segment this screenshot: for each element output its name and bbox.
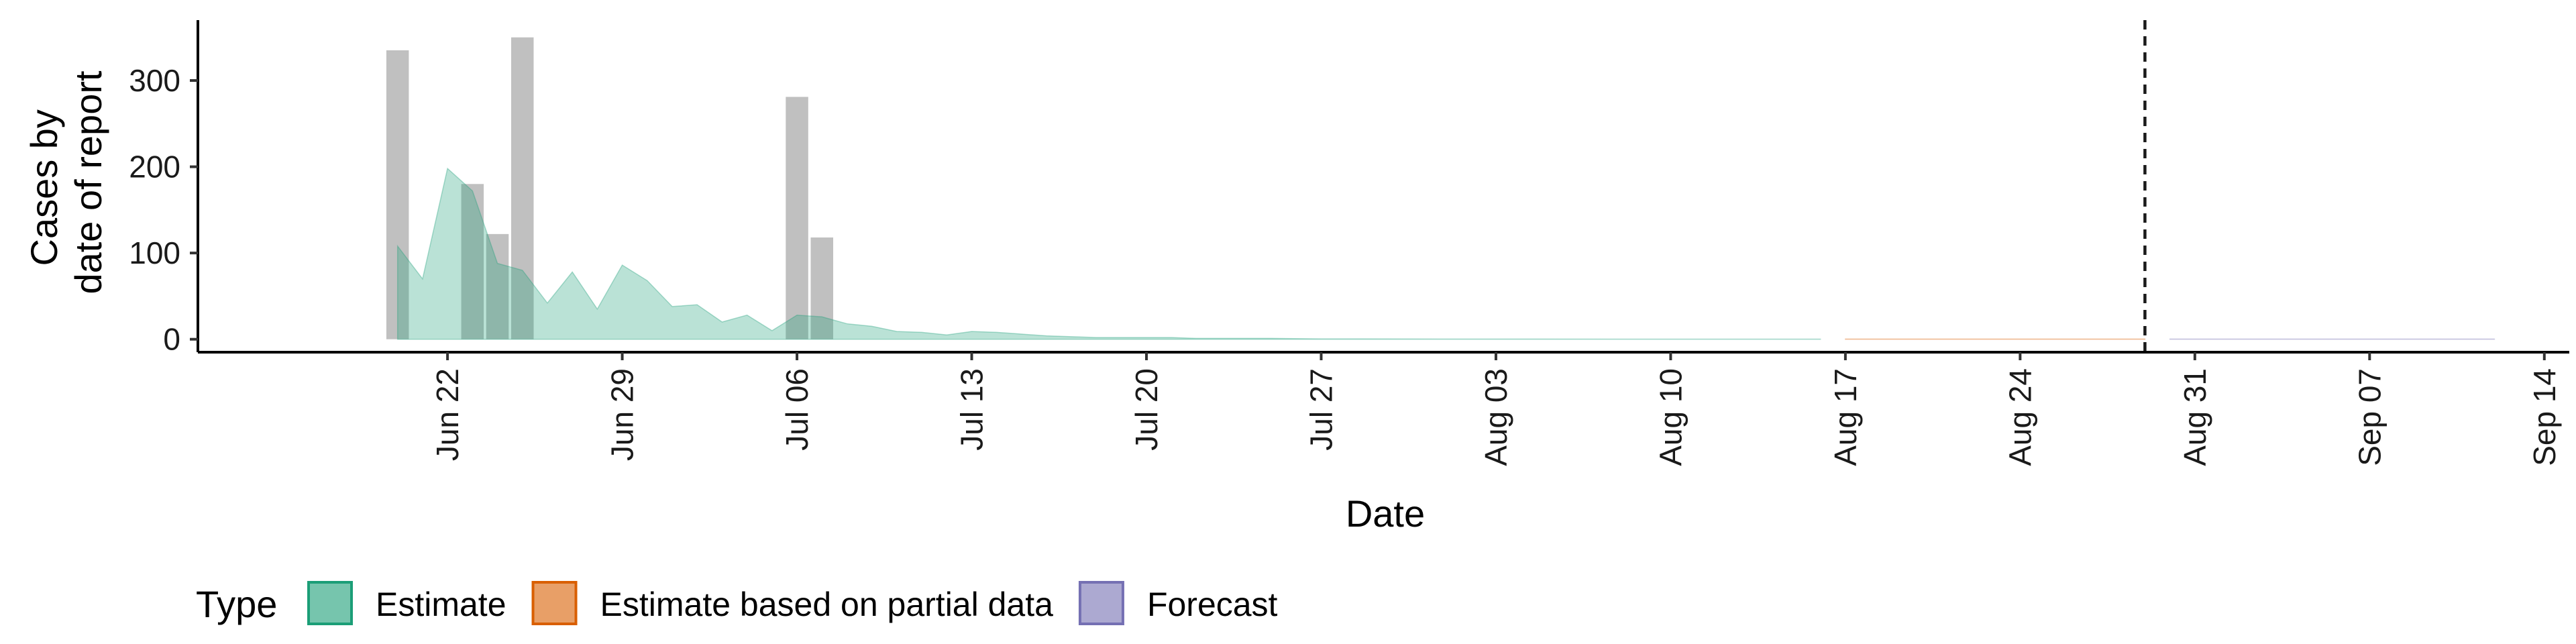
- reported-cases-bar: [486, 233, 509, 339]
- estimate-areas: [396, 167, 2496, 340]
- legend-title: Type: [196, 583, 277, 625]
- x-tick-label: Jul 20: [1129, 368, 1164, 451]
- x-tick-label: Sep 14: [2527, 368, 2562, 466]
- series-area-estimate: [396, 167, 1821, 340]
- x-tick-label: Aug 10: [1653, 368, 1688, 466]
- x-tick-label: Aug 03: [1479, 368, 1513, 466]
- y-axis-title-line-2: date of report: [67, 70, 109, 294]
- x-axis-ticks: Jun 22 Jun 29 Jul 06 Jul 13 Jul 20 Jul 27 Aug …: [430, 352, 2562, 466]
- x-tick-label: Sep 07: [2352, 368, 2387, 466]
- reported-cases-bar: [786, 97, 808, 339]
- legend-key: [1078, 581, 1124, 625]
- y-tick-label: 100: [129, 235, 180, 270]
- reported-cases-bar: [461, 184, 484, 339]
- legend-key: [307, 581, 353, 625]
- x-tick-label: Jun 22: [430, 368, 465, 461]
- legend-label: Forecast: [1147, 586, 1278, 623]
- x-axis-title: Date: [1346, 492, 1425, 535]
- reported-cases-bar: [511, 37, 534, 339]
- x-tick-label: Jul 27: [1303, 368, 1338, 451]
- reported-cases-bar: [386, 50, 409, 339]
- legend: Type Estimate Estimate based on partial d…: [196, 581, 1278, 625]
- x-tick-label: Jun 29: [605, 368, 640, 461]
- x-tick-label: Aug 31: [2178, 368, 2212, 466]
- y-tick-label: 0: [163, 322, 180, 357]
- y-tick-label: 300: [129, 63, 180, 98]
- legend-key: [531, 581, 578, 625]
- y-axis-ticks: 0 100 200 300: [129, 63, 198, 357]
- x-tick-label: Aug 24: [2002, 368, 2037, 466]
- legend-label: Estimate: [376, 586, 506, 623]
- legend-label: Estimate based on partial data: [600, 586, 1054, 623]
- y-axis-title-line-1: Cases by: [23, 109, 65, 266]
- reported-cases-bar: [810, 237, 834, 339]
- y-axis-title: Cases by date of report: [23, 70, 109, 294]
- x-tick-label: Jul 13: [955, 368, 989, 451]
- x-tick-label: Jul 06: [780, 368, 814, 451]
- y-tick-label: 200: [129, 150, 180, 184]
- legend-items: Estimate Estimate based on partial data Fo…: [307, 581, 1278, 625]
- x-tick-label: Aug 17: [1828, 368, 1863, 466]
- reported-cases-bars: [386, 37, 834, 339]
